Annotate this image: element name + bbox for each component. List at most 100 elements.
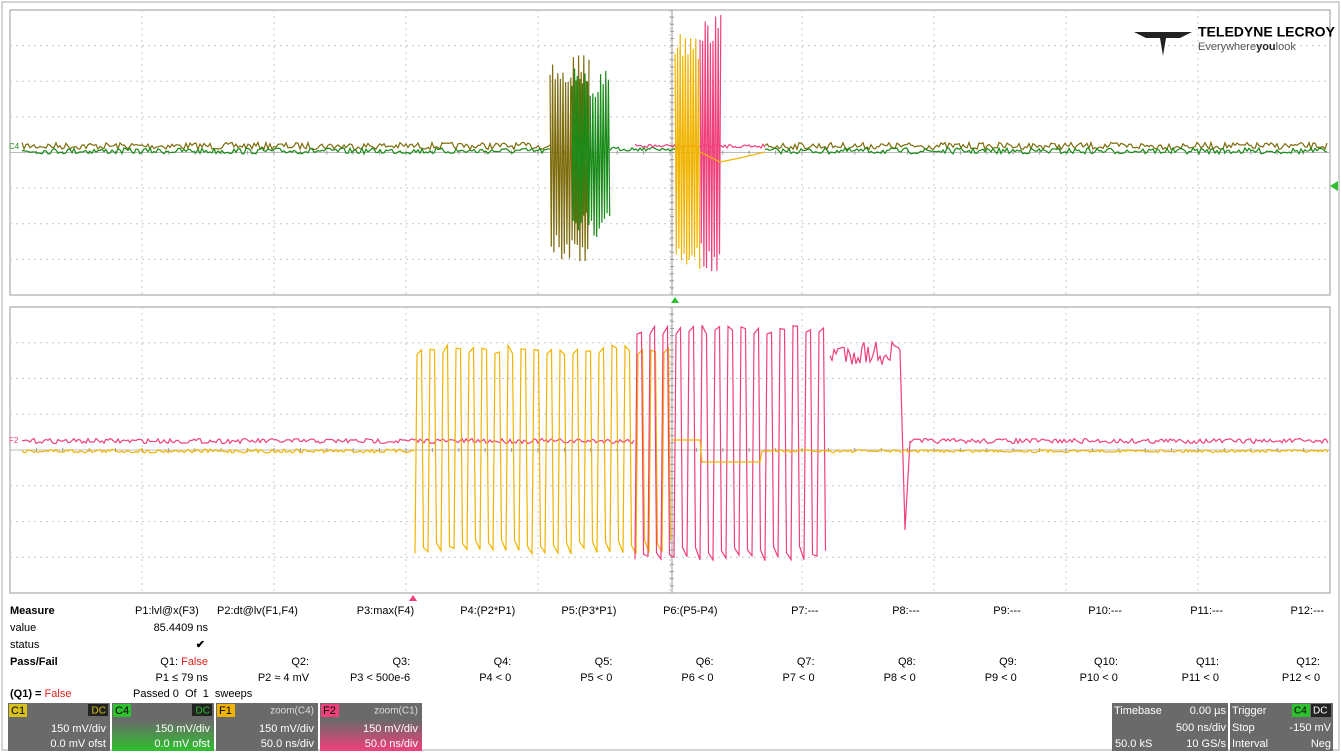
condition: P12 < 0 xyxy=(1282,672,1320,684)
condition: P3 < 500e-6 xyxy=(350,672,410,684)
channel-scale: 150 mV/div xyxy=(259,723,315,735)
condition: P1 ≤ 79 ns xyxy=(155,672,208,684)
condition: P8 < 0 xyxy=(884,672,916,684)
summary-sweeps: Passed 0 Of 1 sweeps xyxy=(133,688,253,700)
condition: P2 ≈ 4 mV xyxy=(258,672,310,684)
channel-name: F2 xyxy=(323,705,336,717)
channel-tab xyxy=(217,704,235,717)
channel-tab xyxy=(9,704,27,717)
param-name: P4:(P2*P1) xyxy=(460,605,515,617)
qualifier: Q9: xyxy=(999,656,1017,668)
trace-label: F2 xyxy=(9,436,19,445)
channel-tag: DC xyxy=(196,706,210,717)
param-name: P9:--- xyxy=(993,605,1021,617)
trigger-slope: Neg xyxy=(1311,738,1331,750)
trace-baseline xyxy=(764,146,1328,156)
waveforms xyxy=(21,15,1329,563)
condition: P4 < 0 xyxy=(479,672,511,684)
trace-square xyxy=(634,324,827,563)
timebase-samples: 50.0 kS xyxy=(1115,738,1152,750)
channel-tab xyxy=(321,704,339,717)
trigger-level: -150 mV xyxy=(1289,722,1331,734)
condition: P11 < 0 xyxy=(1182,672,1219,684)
qualifier: Q5: xyxy=(595,656,613,668)
qualifier: Q4: xyxy=(494,656,512,668)
param-value: 85.4409 ns xyxy=(154,622,209,634)
summary-label: (Q1) = False xyxy=(10,688,71,700)
param-name: P10:--- xyxy=(1088,605,1122,617)
channel-detail: 0.0 mV ofst xyxy=(50,738,106,750)
condition: P9 < 0 xyxy=(985,672,1017,684)
logo-mark xyxy=(1134,32,1192,56)
row-label: status xyxy=(10,639,40,651)
channel-tag: zoom(C1) xyxy=(374,706,418,717)
param-name: P8:--- xyxy=(892,605,920,617)
level-marker xyxy=(1330,181,1338,191)
trace-baseline xyxy=(21,140,551,152)
param-name: P1:lvl@x(F3) xyxy=(135,605,199,617)
trace-burst xyxy=(549,55,590,262)
trigger-type: Interval xyxy=(1232,738,1268,750)
timebase-per-div: 500 ns/div xyxy=(1176,722,1227,734)
trace-burst xyxy=(674,34,701,269)
trace-baseline xyxy=(21,447,415,454)
trace-baseline xyxy=(609,146,681,152)
qualifier: Q2: xyxy=(291,656,309,668)
param-status: ✔ xyxy=(196,639,205,651)
param-name: P6:(P5-P4) xyxy=(663,605,717,617)
channel-tag: DC xyxy=(92,706,106,717)
logo-tagline: Everywhereyoulook xyxy=(1198,41,1296,53)
trigger-coupling-tab xyxy=(1311,704,1331,717)
channel-tag: zoom(C4) xyxy=(270,706,314,717)
trigger-label: Trigger xyxy=(1232,705,1267,717)
param-name: P3:max(F4) xyxy=(357,605,414,617)
channel-scale: 150 mV/div xyxy=(363,723,419,735)
trace-tail xyxy=(699,151,766,163)
logo: TELEDYNE LECROY Everywhereyoulook xyxy=(1134,24,1336,56)
qualifier: Q11: xyxy=(1196,656,1219,668)
condition: P7 < 0 xyxy=(782,672,814,684)
row-label: Measure xyxy=(10,605,55,617)
coupling-tab xyxy=(88,704,108,716)
timebase-label: Timebase xyxy=(1114,705,1162,717)
trigger-source-tab xyxy=(1292,704,1310,717)
status-bar: C1 DC 150 mV/div 0.0 mV ofst C4 DC 150 mV/div 0… xyxy=(8,703,1333,751)
trace-burst xyxy=(571,68,611,237)
channel-name: C1 xyxy=(11,705,25,717)
timebase-delay: 0.00 µs xyxy=(1190,705,1227,717)
channel-tab xyxy=(113,704,131,717)
timebase-rate: 10 GS/s xyxy=(1186,738,1226,750)
condition: P5 < 0 xyxy=(580,672,612,684)
trace-square xyxy=(414,342,672,556)
row-label: value xyxy=(10,622,36,634)
param-name: P2:dt@lv(F1,F4) xyxy=(217,605,298,617)
coupling-tab xyxy=(192,704,212,716)
trace-baseline xyxy=(21,437,635,445)
trace-burst xyxy=(699,15,722,272)
trace-label: C4 xyxy=(9,142,20,151)
channel-detail: 50.0 ns/div xyxy=(261,738,315,750)
timebase-box[interactable] xyxy=(1112,703,1228,751)
channel-name: F1 xyxy=(219,705,232,717)
trace-baseline xyxy=(764,140,1328,152)
logo-brand: TELEDYNE LECROY xyxy=(1198,24,1336,40)
trigger-source: C4 xyxy=(1294,706,1307,717)
qualifier: Q12: xyxy=(1296,656,1320,668)
qualifier: Q1: False xyxy=(160,656,208,668)
param-name: P12:--- xyxy=(1290,605,1324,617)
trace-baseline xyxy=(21,146,551,156)
cursor-marker xyxy=(409,595,417,601)
param-name: P5:(P3*P1) xyxy=(561,605,616,617)
trigger-marker xyxy=(671,297,679,303)
qualifier: Q6: xyxy=(696,656,714,668)
trigger-coupling: DC xyxy=(1313,706,1327,717)
qualifier: Q3: xyxy=(392,656,410,668)
condition: P6 < 0 xyxy=(681,672,713,684)
row-label: Pass/Fail xyxy=(10,656,58,668)
trace-baseline xyxy=(909,437,1329,445)
param-name: P11:--- xyxy=(1190,605,1223,617)
condition: P10 < 0 xyxy=(1080,672,1118,684)
trace-baseline xyxy=(634,143,766,149)
trace-tail xyxy=(672,439,763,463)
